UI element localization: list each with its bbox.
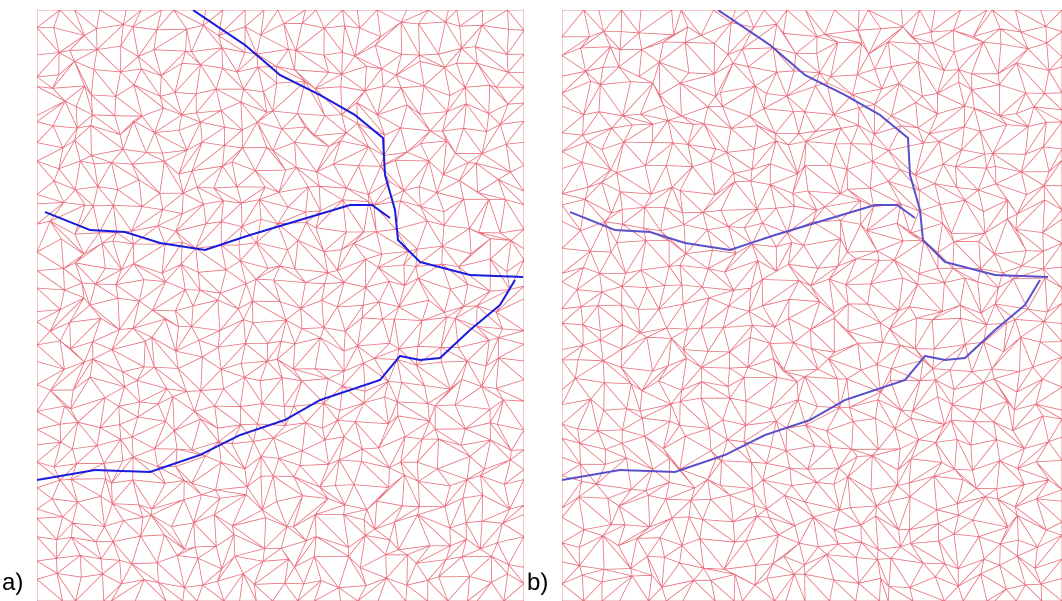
panel-a bbox=[37, 10, 524, 601]
river bbox=[37, 279, 516, 481]
panel-b bbox=[562, 10, 1062, 601]
mesh bbox=[37, 10, 524, 601]
river bbox=[717, 10, 1049, 278]
river bbox=[562, 279, 1041, 481]
river bbox=[192, 10, 524, 278]
mesh bbox=[562, 10, 1062, 601]
panel-label: a) bbox=[2, 569, 23, 596]
panel-bg bbox=[37, 10, 524, 601]
panel-label: b) bbox=[527, 569, 548, 596]
river bbox=[569, 204, 916, 252]
river bbox=[44, 204, 391, 252]
